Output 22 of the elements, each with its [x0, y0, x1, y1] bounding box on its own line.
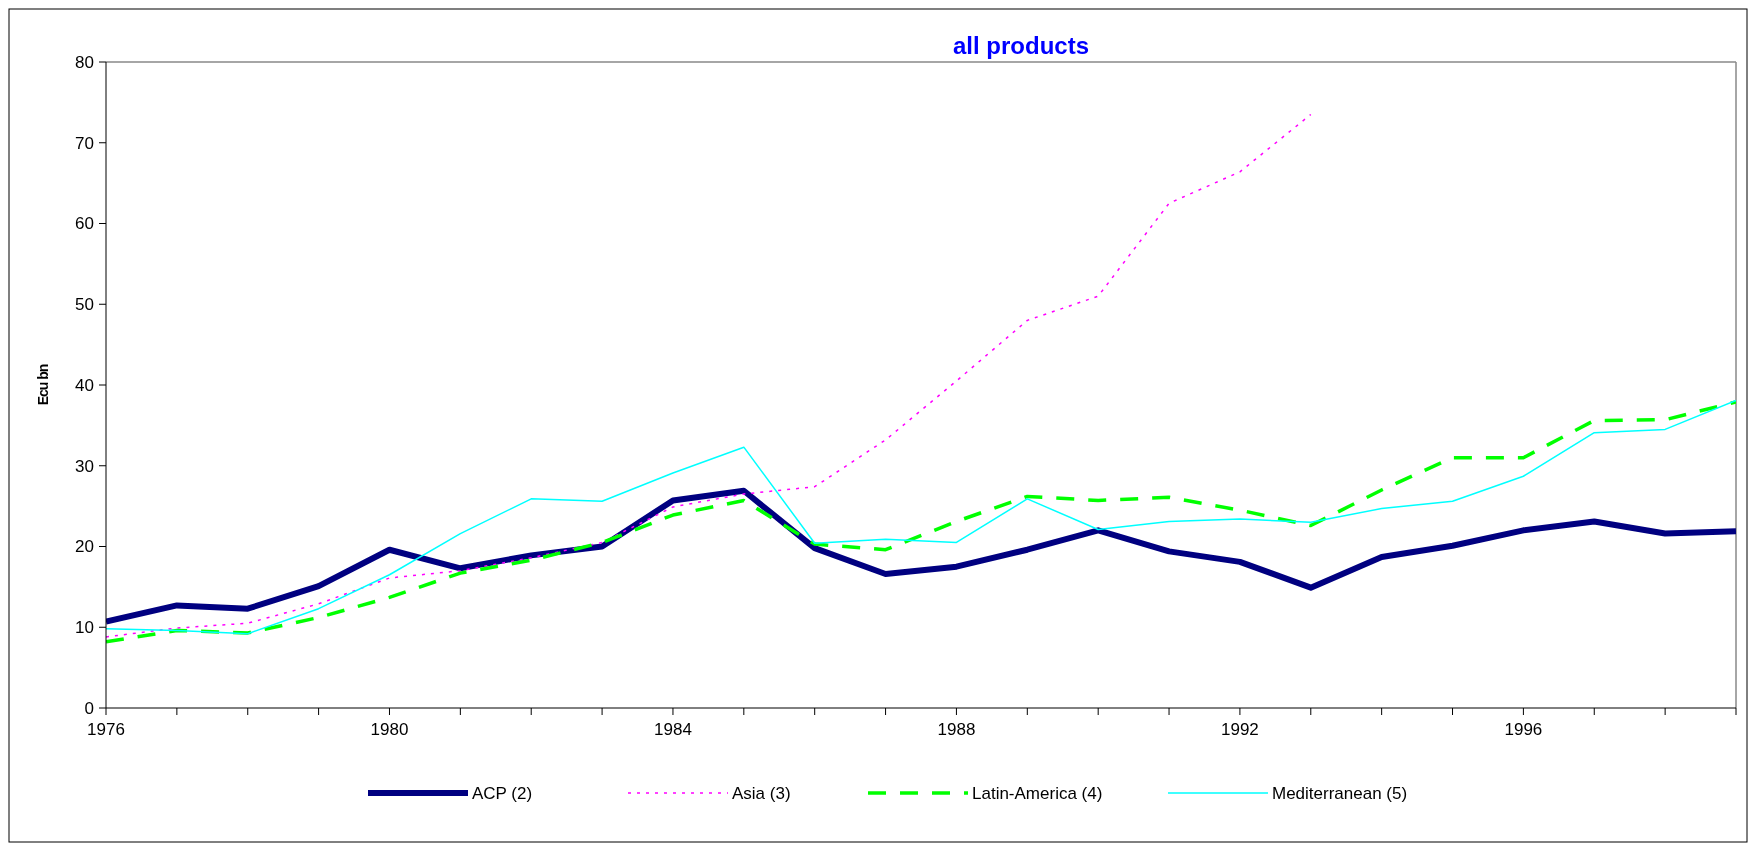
- x-tick-label: 1992: [1221, 720, 1259, 739]
- y-tick-label: 10: [75, 618, 94, 638]
- y-axis-title: Ecu bn: [35, 364, 51, 406]
- chart-title: all products: [952, 32, 1090, 59]
- x-tick-label: 1976: [87, 720, 125, 739]
- x-tick-label: 1984: [654, 720, 692, 739]
- legend-label: Latin-America (4): [972, 783, 1103, 803]
- y-tick-label: 50: [75, 295, 94, 315]
- x-tick-label: 1996: [1504, 720, 1543, 739]
- legend-label: ACP (2): [472, 783, 533, 803]
- y-tick-label: 20: [75, 537, 94, 557]
- y-tick-label: 80: [75, 52, 94, 72]
- y-tick-label: 40: [75, 375, 94, 395]
- y-tick-label: 70: [75, 133, 94, 153]
- x-tick-label: 1988: [937, 720, 976, 739]
- y-tick-label: 30: [75, 456, 94, 476]
- legend-label: Asia (3): [732, 783, 791, 803]
- y-tick-label: 60: [75, 214, 94, 234]
- y-tick-label: 0: [84, 698, 94, 718]
- x-tick-label: 1980: [370, 720, 409, 739]
- line-series: [106, 113, 1312, 638]
- legend-label: Mediterranean (5): [1272, 783, 1408, 803]
